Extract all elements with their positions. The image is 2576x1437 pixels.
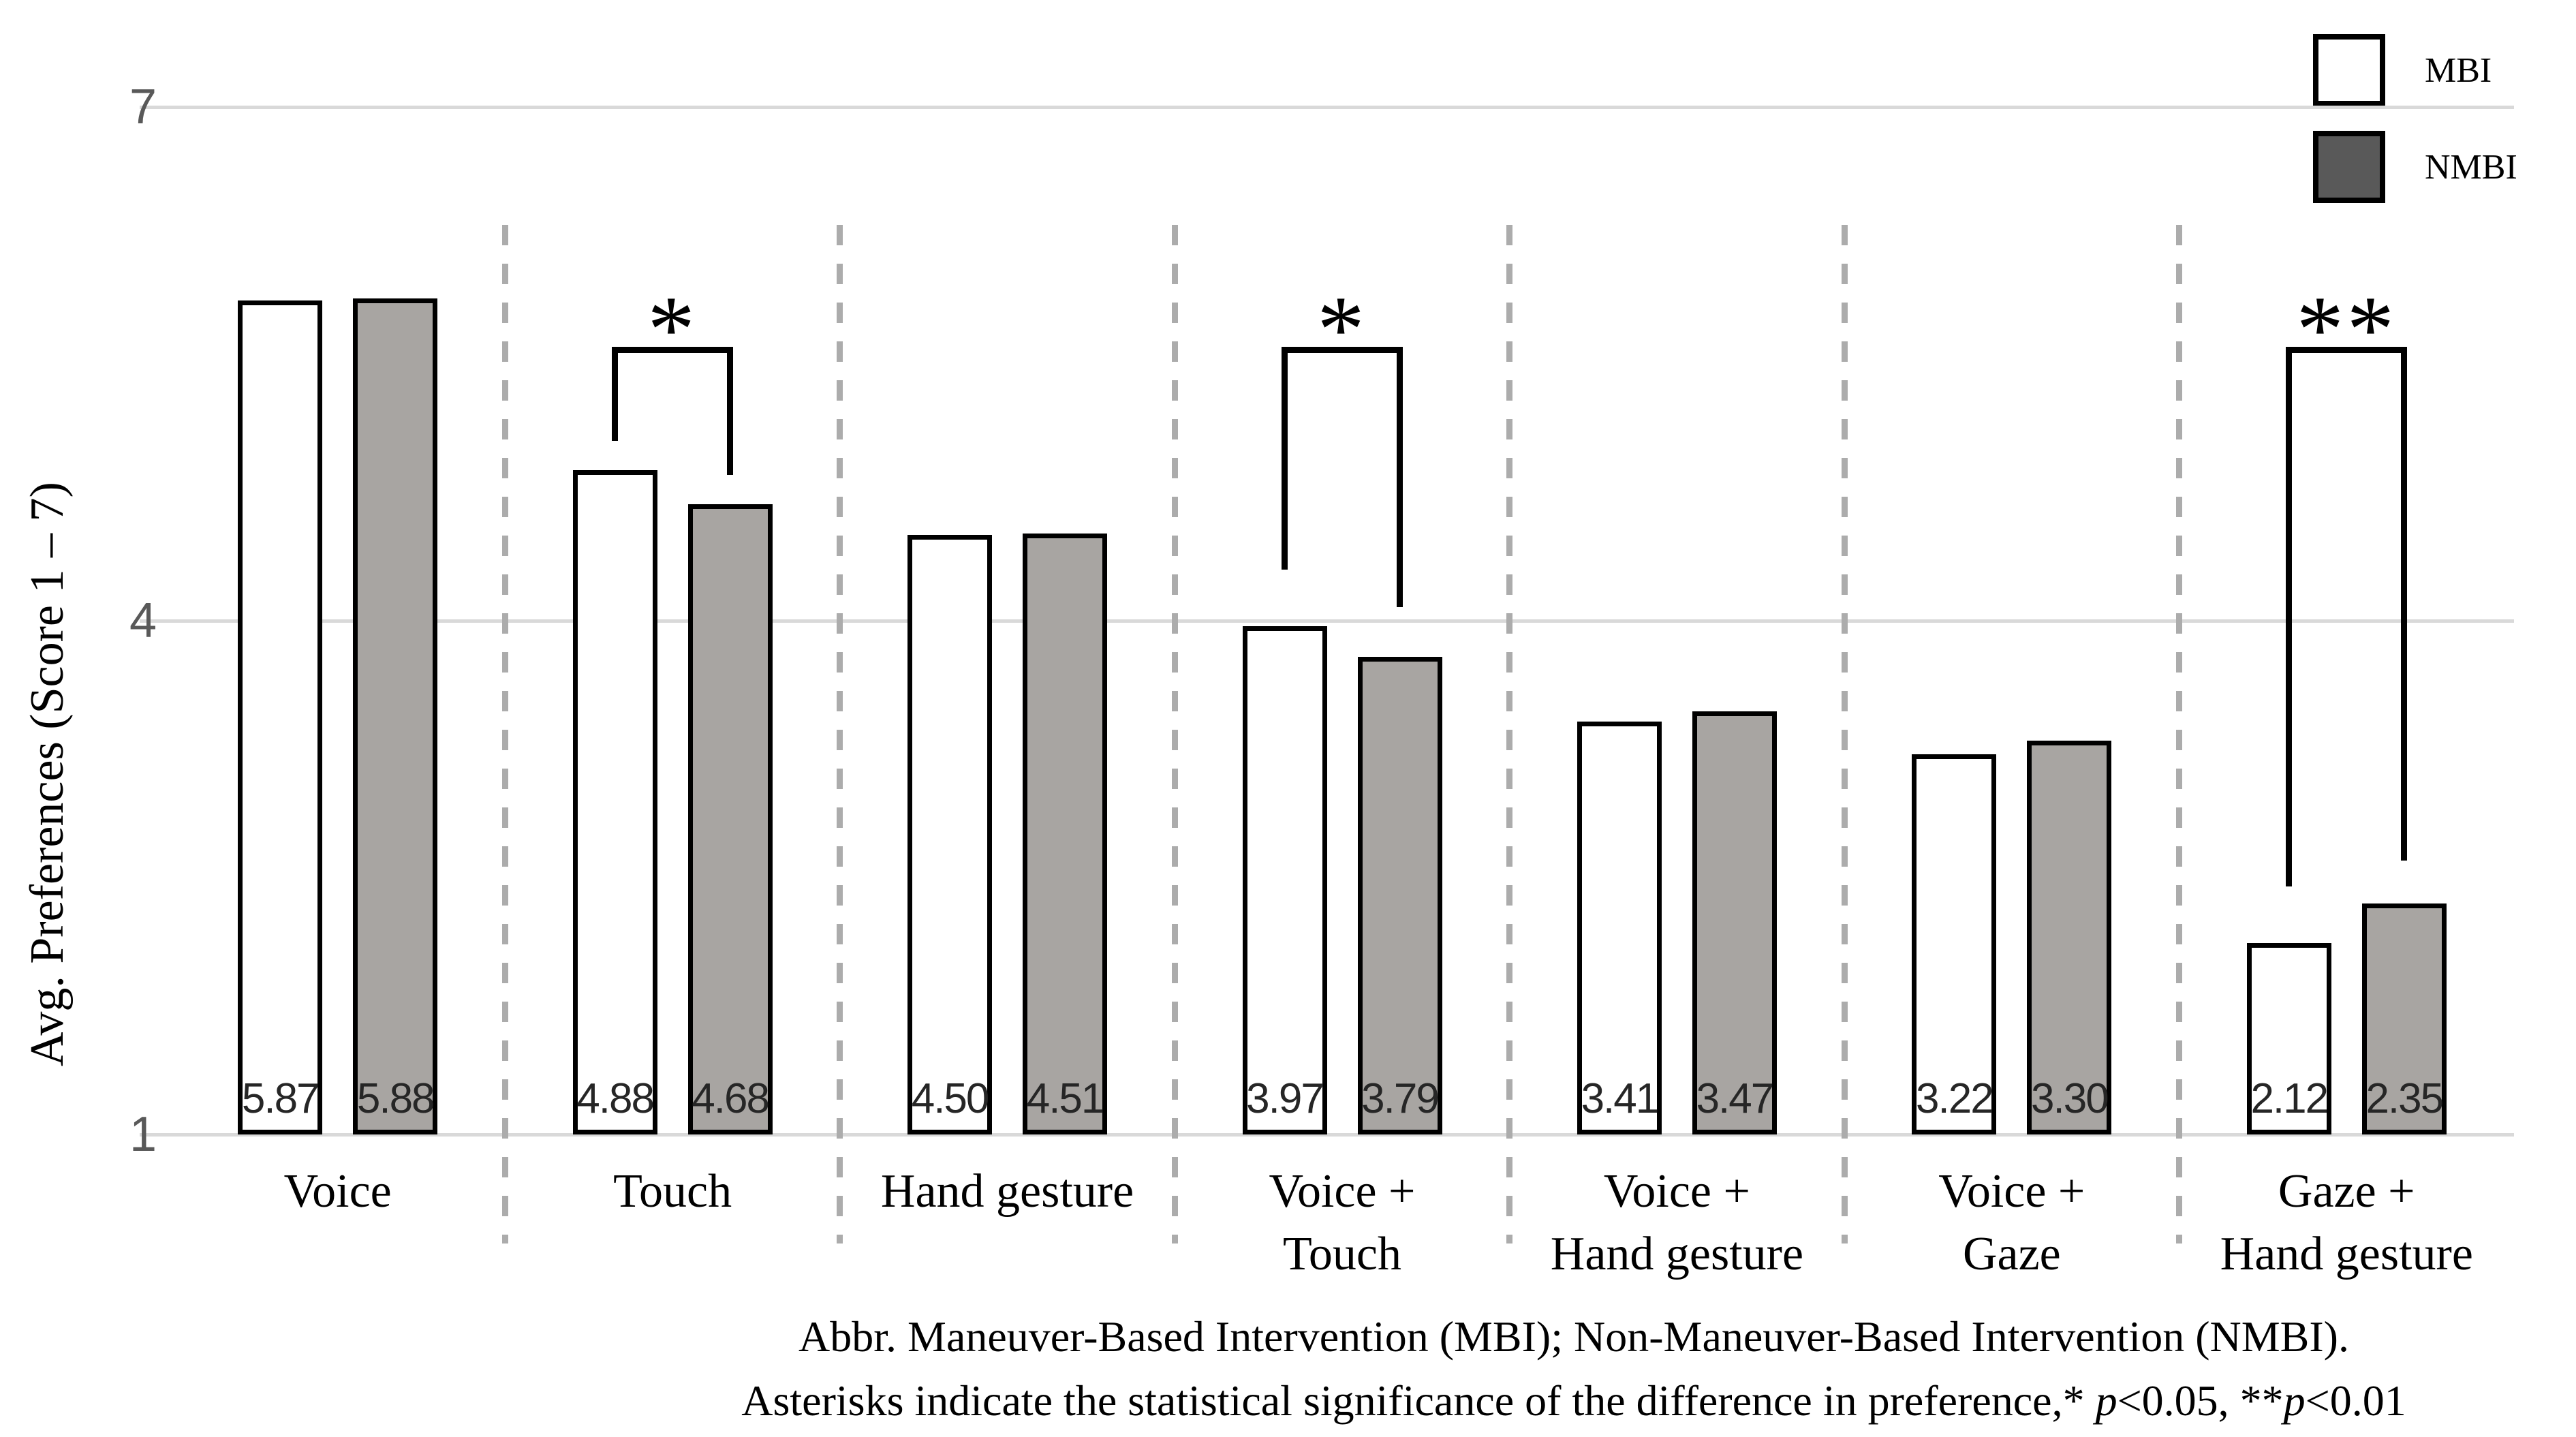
- caption-text: <0.01: [2305, 1376, 2406, 1425]
- bar-value-label: 3.79: [1361, 1075, 1440, 1122]
- significance-bracket-right-leg: [727, 346, 734, 476]
- bar-value-label: 5.87: [241, 1075, 320, 1122]
- bar-value-label: 3.22: [1916, 1075, 1994, 1122]
- bar-value-label: 2.12: [2250, 1075, 2329, 1122]
- caption-p-italic: p: [2283, 1376, 2306, 1425]
- bar-mbi: [1912, 754, 1997, 1134]
- category-label: Touch: [613, 1165, 732, 1218]
- legend-item-mbi: MBI: [2313, 34, 2517, 106]
- category-label: Hand gesture: [880, 1165, 1134, 1218]
- y-axis-title: Avg. Preferences (Score 1 – 7): [21, 482, 74, 1066]
- bar-nmbi: [687, 504, 773, 1134]
- significance-bracket-right-leg: [2401, 346, 2408, 861]
- caption-line1: Abbr. Maneuver-Based Intervention (MBI);…: [798, 1312, 2349, 1361]
- significance-asterisk: **: [2296, 276, 2397, 382]
- bar-nmbi: [1692, 711, 1777, 1134]
- bar-nmbi: [353, 298, 438, 1134]
- h-gridline-1: [140, 1133, 2514, 1137]
- bar-nmbi: [1023, 533, 1108, 1134]
- bar-value-label: 4.88: [576, 1075, 655, 1122]
- legend-label-nmbi: NMBI: [2425, 147, 2517, 187]
- bar-value-label: 4.50: [911, 1075, 990, 1122]
- bar-value-label: 3.97: [1246, 1075, 1324, 1122]
- category-label: Voice + Hand gesture: [1550, 1165, 1804, 1280]
- category-label: Voice: [283, 1165, 392, 1218]
- bar-value-label: 2.35: [2365, 1075, 2444, 1122]
- caption-text: <0.05, **: [2117, 1376, 2284, 1425]
- group-separator: [1171, 225, 1178, 1243]
- legend-swatch-nmbi: [2313, 131, 2385, 203]
- category-label: Voice + Gaze: [1938, 1165, 2085, 1280]
- bar-value-label: 3.30: [2031, 1075, 2109, 1122]
- group-separator: [837, 225, 843, 1243]
- significance-bracket-left-leg: [1282, 346, 1288, 570]
- h-gridline-4: [140, 619, 2514, 623]
- legend-item-nmbi: NMBI: [2313, 131, 2517, 203]
- bar-nmbi: [2361, 903, 2447, 1134]
- bar-value-label: 4.51: [1026, 1075, 1105, 1122]
- significance-bracket-top: [1282, 346, 1403, 353]
- caption: Abbr. Maneuver-Based Intervention (MBI);…: [613, 1305, 2534, 1433]
- caption-p-italic: p: [2095, 1376, 2117, 1425]
- significance-asterisk: *: [1317, 276, 1367, 382]
- significance-asterisk: *: [647, 276, 698, 382]
- legend-label-mbi: MBI: [2425, 50, 2492, 90]
- bar-nmbi: [2027, 740, 2112, 1134]
- category-label: Gaze + Hand gesture: [2220, 1165, 2473, 1280]
- y-tick-label-1: 1: [129, 1107, 157, 1162]
- y-tick-label-7: 7: [129, 80, 157, 134]
- category-label: Voice + Touch: [1269, 1165, 1416, 1280]
- bar-nmbi: [1357, 656, 1442, 1134]
- bar-value-label: 3.47: [1696, 1075, 1775, 1122]
- significance-bracket-top: [2286, 346, 2408, 353]
- group-separator: [2176, 225, 2183, 1243]
- significance-bracket-left-leg: [612, 346, 619, 442]
- bar-value-label: 5.88: [356, 1075, 435, 1122]
- h-gridline-7: [140, 106, 2514, 109]
- group-separator: [1506, 225, 1513, 1243]
- bar-mbi: [2246, 942, 2331, 1134]
- significance-bracket-left-leg: [2286, 346, 2293, 886]
- legend: MBI NMBI: [2313, 34, 2517, 228]
- bar-mbi: [1577, 722, 1662, 1134]
- bar-mbi: [238, 300, 323, 1134]
- legend-swatch-mbi: [2313, 34, 2385, 106]
- bar-value-label: 3.41: [1581, 1075, 1660, 1122]
- bar-value-label: 4.68: [692, 1075, 770, 1122]
- group-separator: [1841, 225, 1848, 1243]
- group-separator: [501, 225, 508, 1243]
- bar-mbi: [907, 535, 993, 1134]
- significance-bracket-top: [612, 346, 734, 353]
- caption-text: Asterisks indicate the statistical signi…: [741, 1376, 2096, 1425]
- bar-mbi: [1242, 625, 1327, 1134]
- y-tick-label-4: 4: [129, 593, 157, 648]
- bar-mbi: [572, 469, 657, 1134]
- significance-bracket-right-leg: [1397, 346, 1403, 607]
- caption-line2: Asterisks indicate the statistical signi…: [613, 1369, 2534, 1433]
